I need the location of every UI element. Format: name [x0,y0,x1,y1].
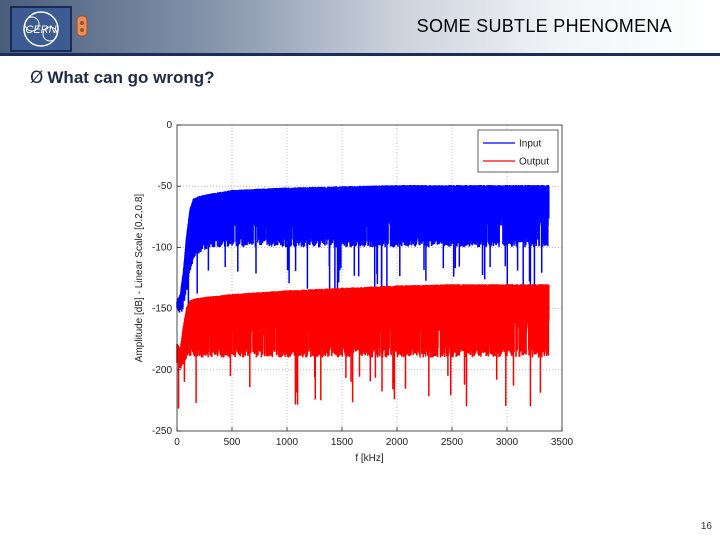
x-tick-label: 3500 [551,437,574,448]
y-tick-label: -150 [152,304,172,315]
x-tick-label: 3000 [496,437,519,448]
y-tick-label: -200 [152,365,172,376]
x-tick-label: 500 [224,437,241,448]
legend-entry-input: Input [519,139,541,150]
y-tick-label: -250 [152,426,172,437]
x-tick-label: 2500 [441,437,464,448]
bullet-arrow-icon: Ø [30,68,44,88]
page-number: 16 [700,521,712,532]
logo-text: CERN [25,24,56,36]
legend-box [477,129,559,173]
legend-entry-output: Output [519,157,549,168]
x-axis-label: f [kHz] [355,453,384,464]
x-tick-label: 1000 [276,437,299,448]
spectrum-chart: 0 500 1000 1500 2000 2500 3000 3500 0 -50 -100 -150… [134,120,574,464]
y-axis-label: Amplitude [dB] - Linear Scale [0.2,0.8] [134,194,145,363]
slide-header [0,0,720,53]
header-rule [0,53,720,56]
cern-logo: CERN [10,6,72,52]
y-tick-label: 0 [166,120,172,131]
x-tick-label: 0 [174,437,180,448]
plot-area [177,125,562,431]
x-tick-label: 1500 [331,437,354,448]
bullet-text: What can go wrong? [47,68,215,87]
x-tick-label: 2000 [386,437,409,448]
y-tick-label: -100 [152,242,172,253]
bullet-item: Ø What can go wrong? [30,68,215,88]
slide-title: SOME SUBTLE PHENOMENA [416,16,672,36]
y-tick-label: -50 [158,181,173,192]
badge-icon [76,15,88,37]
plot-frame [176,124,563,432]
